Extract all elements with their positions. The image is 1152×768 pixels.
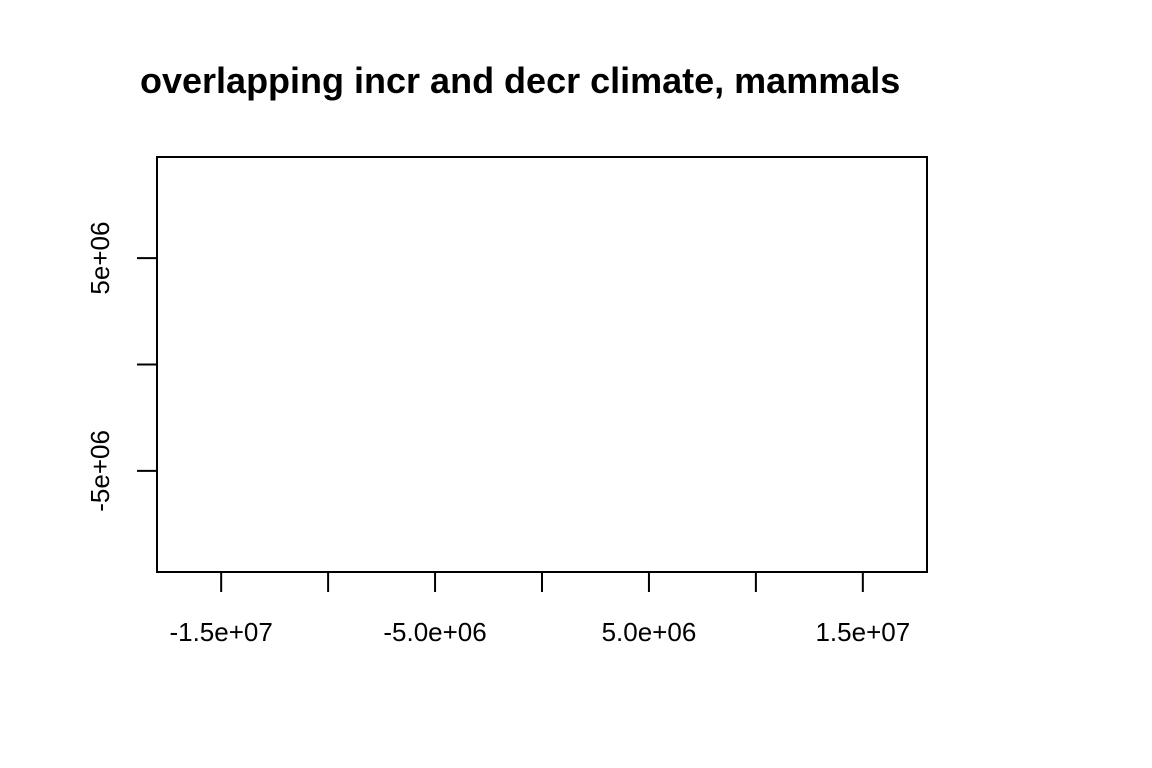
y-axis: -5e+06 5e+06 (85, 222, 157, 512)
x-tick-label: -5.0e+06 (383, 617, 486, 647)
x-tick-label: 1.5e+07 (815, 617, 910, 647)
y-tick-label: -5e+06 (85, 430, 115, 512)
x-axis: -1.5e+07 -5.0e+06 5.0e+06 1.5e+07 (169, 572, 910, 647)
x-tick-label: -1.5e+07 (169, 617, 272, 647)
x-tick-label: 5.0e+06 (602, 617, 697, 647)
plot-area (156, 156, 928, 573)
chart-title: overlapping incr and decr climate, mamma… (140, 60, 900, 101)
y-tick-label: 5e+06 (85, 222, 115, 295)
